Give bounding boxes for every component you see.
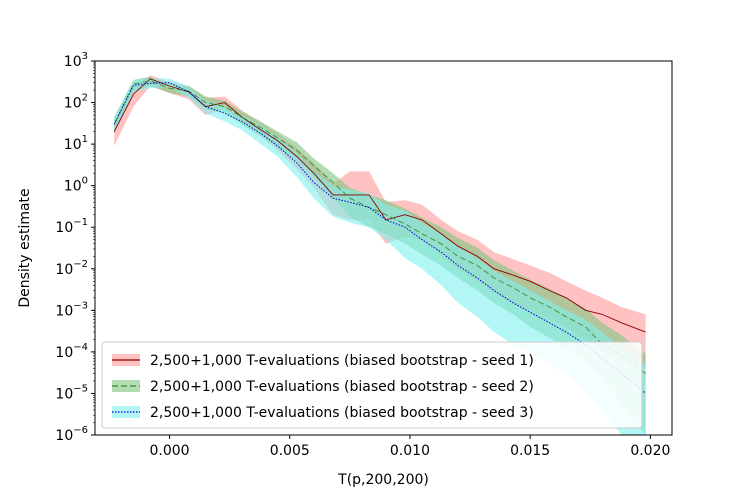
axes-frame: [94, 60, 673, 436]
y-tick-label: 10−1: [55, 217, 88, 236]
y-tick-label: 101: [64, 134, 88, 153]
y-tick-label: 10−2: [55, 259, 88, 278]
x-tick-label: 0.000: [149, 443, 189, 459]
series-line-seed-3: [113, 82, 646, 394]
legend-label-seed-3: 2,500+1,000 T-evaluations (biased bootst…: [150, 405, 534, 421]
x-axis-ticks: 0.000 0.005 0.010 0.015 0.020: [149, 435, 670, 459]
legend-frame: [101, 341, 643, 429]
y-tick-label: 10−5: [55, 383, 88, 402]
x-axis-label: T(p,200,200): [337, 472, 429, 488]
x-tick-label: 0.010: [390, 443, 430, 459]
y-tick-label: 10−3: [55, 300, 88, 319]
y-tick-label: 103: [64, 51, 88, 70]
y-axis-ticks: 10−6 10−5 10−4 10−3 10−2 10−1 100 101 102 103: [55, 51, 95, 444]
series-lines: [113, 78, 646, 394]
x-tick-label: 0.005: [270, 443, 310, 459]
y-tick-label: 10−4: [55, 342, 88, 361]
x-tick-label: 0.020: [630, 443, 670, 459]
series-line-seed-2: [113, 80, 646, 374]
legend-label-seed-1: 2,500+1,000 T-evaluations (biased bootst…: [150, 353, 534, 369]
y-tick-label: 100: [64, 176, 88, 195]
series-line-seed-1: [113, 78, 646, 333]
y-axis-label: Density estimate: [17, 188, 33, 307]
x-tick-label: 0.015: [510, 443, 550, 459]
y-tick-label: 10−6: [55, 425, 88, 444]
y-tick-label: 102: [64, 93, 88, 112]
legend-label-seed-2: 2,500+1,000 T-evaluations (biased bootst…: [150, 379, 534, 395]
legend: 2,500+1,000 T-evaluations (biased bootst…: [101, 341, 643, 429]
legend-swatch-band: [112, 406, 140, 418]
